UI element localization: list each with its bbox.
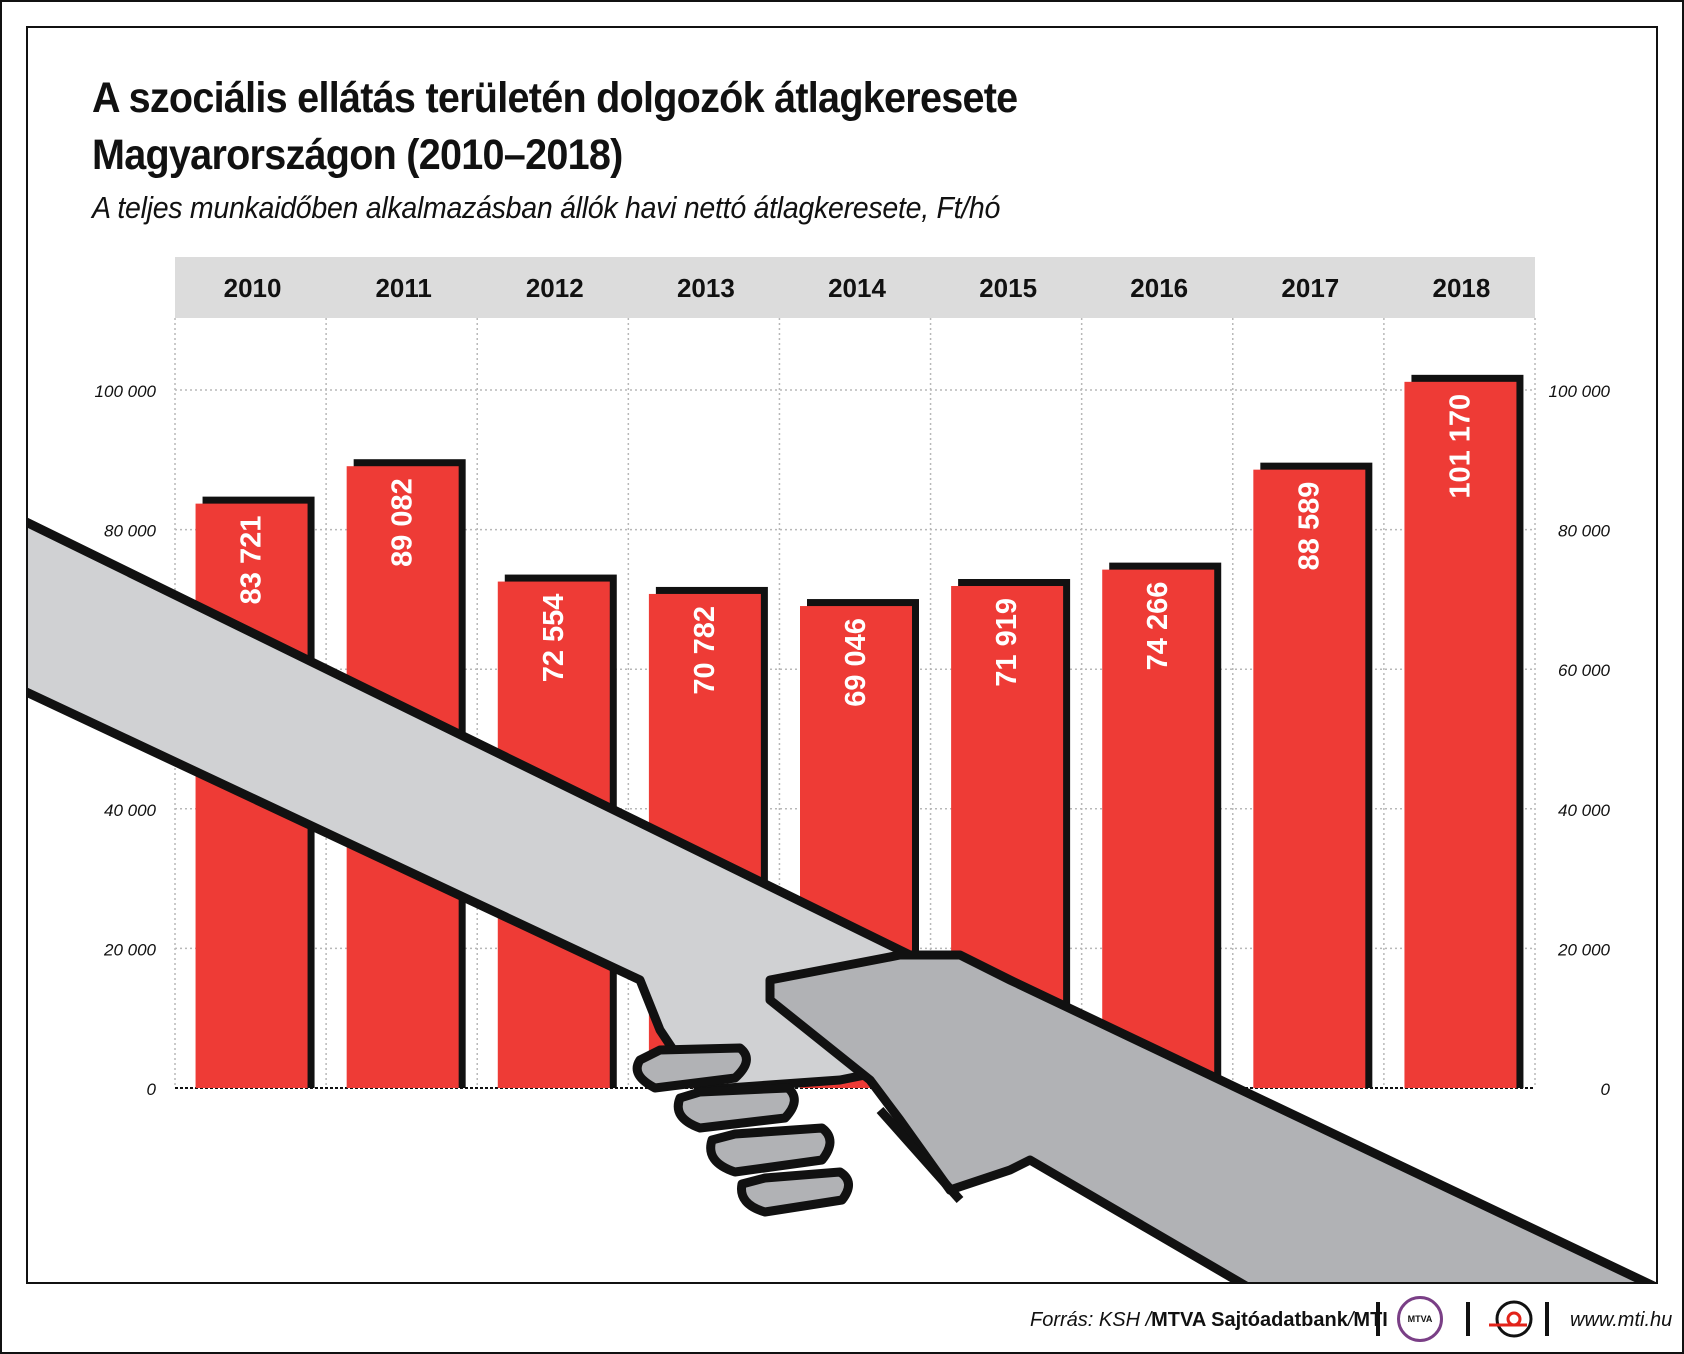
source-prefix: Forrás: KSH / [1030, 1308, 1152, 1331]
year-header-band [175, 257, 1535, 318]
y-tick-label-left: 40 000 [104, 801, 157, 820]
y-tick-label-left: 20 000 [103, 940, 157, 959]
finger-1 [632, 1043, 751, 1093]
year-label-2015: 2015 [979, 273, 1037, 303]
value-label-2017: 88 589 [1293, 482, 1325, 571]
value-label-2011: 89 082 [387, 478, 419, 567]
chart-title: A szociális ellátás területén dolgozók á… [92, 70, 1196, 184]
bar-2017 [1253, 469, 1366, 1088]
footer-divider [1376, 1302, 1380, 1336]
title-line-1: A szociális ellátás területén dolgozók á… [92, 74, 1018, 122]
y-tick-label-left: 0 [147, 1080, 157, 1099]
finger-3 [706, 1123, 835, 1177]
title-line-2: Magyarországon (2010–2018) [92, 131, 623, 179]
y-tick-label-right: 0 [1601, 1080, 1611, 1099]
source-bold: MTVA Sajtóadatbank [1151, 1308, 1348, 1331]
year-label-2012: 2012 [526, 273, 584, 303]
source-agency: MTI [1353, 1308, 1388, 1331]
x-axis-labels: 2010 2011 2012 2013 2014 2015 2016 2017 2018 [224, 273, 1491, 303]
chart-frame [26, 26, 1658, 1284]
value-label-2015: 71 919 [991, 598, 1023, 687]
y-tick-label-right: 60 000 [1558, 661, 1611, 680]
bar-2016 [1102, 569, 1215, 1088]
mtva-logo: MTVA [1397, 1296, 1443, 1342]
y-tick-label-right: 40 000 [1558, 801, 1611, 820]
value-label-2016: 74 266 [1142, 582, 1174, 671]
y-tick-label-left: 80 000 [104, 522, 157, 541]
year-label-2013: 2013 [677, 273, 735, 303]
mti-logo [1489, 1300, 1533, 1338]
year-label-2016: 2016 [1130, 273, 1188, 303]
value-label-2012: 72 554 [538, 594, 570, 683]
thumb-line [876, 1107, 964, 1203]
bar-2018 [1404, 381, 1517, 1089]
value-label-2013: 70 782 [689, 606, 721, 695]
value-label-2010: 83 721 [236, 516, 268, 605]
handshake-illustration [28, 517, 1656, 1282]
year-label-2011: 2011 [375, 273, 431, 303]
y-tick-label-right: 20 000 [1557, 940, 1611, 959]
finger-2 [673, 1083, 799, 1133]
website-link[interactable]: www.mti.hu [1570, 1308, 1673, 1331]
source-note: Forrás: KSH / MTVA Sajtóadatbank / MTI [1030, 1302, 1388, 1338]
value-label-2018: 101 170 [1444, 394, 1476, 499]
right-arm [765, 950, 1656, 1282]
y-tick-label-left: 100 000 [95, 382, 157, 401]
finger-4 [737, 1167, 853, 1217]
footer-divider [1545, 1302, 1549, 1336]
year-label-2010: 2010 [224, 273, 282, 303]
y-tick-label-right: 80 000 [1558, 522, 1611, 541]
chart-subtitle: A teljes munkaidőben alkalmazásban állók… [92, 190, 1001, 225]
value-label-2014: 69 046 [840, 618, 872, 707]
year-label-2018: 2018 [1433, 273, 1491, 303]
value-labels: 83 721 89 082 72 554 70 782 69 046 71 919 74 2… [236, 394, 1477, 707]
footer-divider [1466, 1302, 1470, 1336]
year-label-2014: 2014 [828, 273, 886, 303]
y-tick-label-right: 100 000 [1549, 382, 1611, 401]
year-label-2017: 2017 [1281, 273, 1339, 303]
source-separator: / [1347, 1308, 1354, 1331]
